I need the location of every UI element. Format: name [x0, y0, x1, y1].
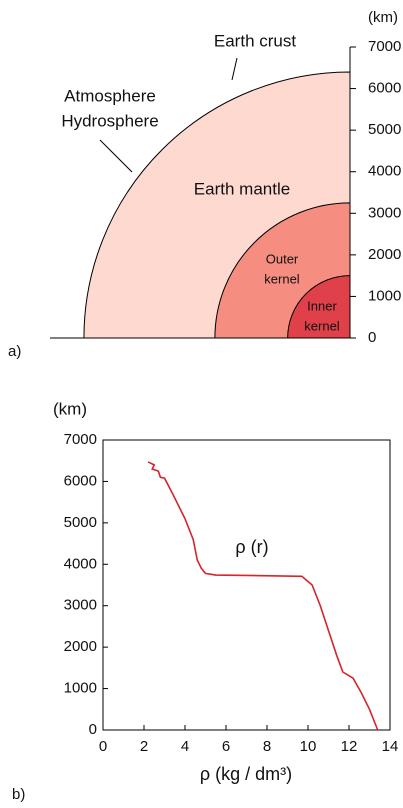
- y-tick-label: 3000: [368, 204, 401, 221]
- layer-label: kernel: [264, 271, 300, 286]
- x-tick-label: 12: [341, 738, 358, 755]
- y-tick-label: 6000: [64, 472, 97, 489]
- layer-label: Inner: [307, 298, 337, 313]
- axis-unit: (km): [368, 9, 398, 26]
- panel-label: b): [12, 786, 25, 803]
- y-tick-label: 3000: [64, 597, 97, 614]
- layer: [287, 275, 351, 339]
- leader-line: [99, 139, 133, 173]
- y-tick-label: 4000: [368, 163, 401, 180]
- x-tick-label: 4: [181, 738, 189, 755]
- annotation: Atmosphere: [64, 86, 156, 105]
- x-tick-label: 8: [263, 738, 271, 755]
- x-tick-label: 10: [300, 738, 317, 755]
- plot-frame: [102, 439, 391, 731]
- x-tick-label: 0: [99, 738, 107, 755]
- layer-label: Earth mantle: [194, 179, 290, 198]
- y-tick-label: 7000: [368, 38, 401, 55]
- y-tick-label: 0: [89, 721, 97, 738]
- annotation: Earth crust: [214, 31, 296, 50]
- y-tick-label: 4000: [64, 555, 97, 572]
- x-axis-label: ρ (kg / dm³): [200, 764, 292, 784]
- y-tick-label: 5000: [368, 121, 401, 138]
- y-tick-label: 1000: [368, 287, 401, 304]
- x-tick-label: 6: [222, 738, 230, 755]
- y-tick-label: 2000: [368, 246, 401, 263]
- panel-label: a): [8, 343, 21, 360]
- y-tick-label: 1000: [64, 680, 97, 697]
- data-line: [147, 461, 379, 731]
- y-tick-label: 0: [368, 329, 376, 346]
- series-label: ρ (r): [235, 537, 268, 557]
- y-tick-label: 6000: [368, 80, 401, 97]
- axis-unit: (km): [53, 399, 87, 418]
- y-tick-label: 7000: [64, 431, 97, 448]
- y-tick-label: 2000: [64, 638, 97, 655]
- x-tick-label: 2: [140, 738, 148, 755]
- leader-line: [231, 57, 238, 81]
- x-tick-label: 14: [382, 738, 399, 755]
- annotation: Hydrosphere: [61, 111, 158, 130]
- y-tick-label: 5000: [64, 514, 97, 531]
- layer-label: Outer: [266, 251, 299, 266]
- layer-label: kernel: [304, 318, 340, 333]
